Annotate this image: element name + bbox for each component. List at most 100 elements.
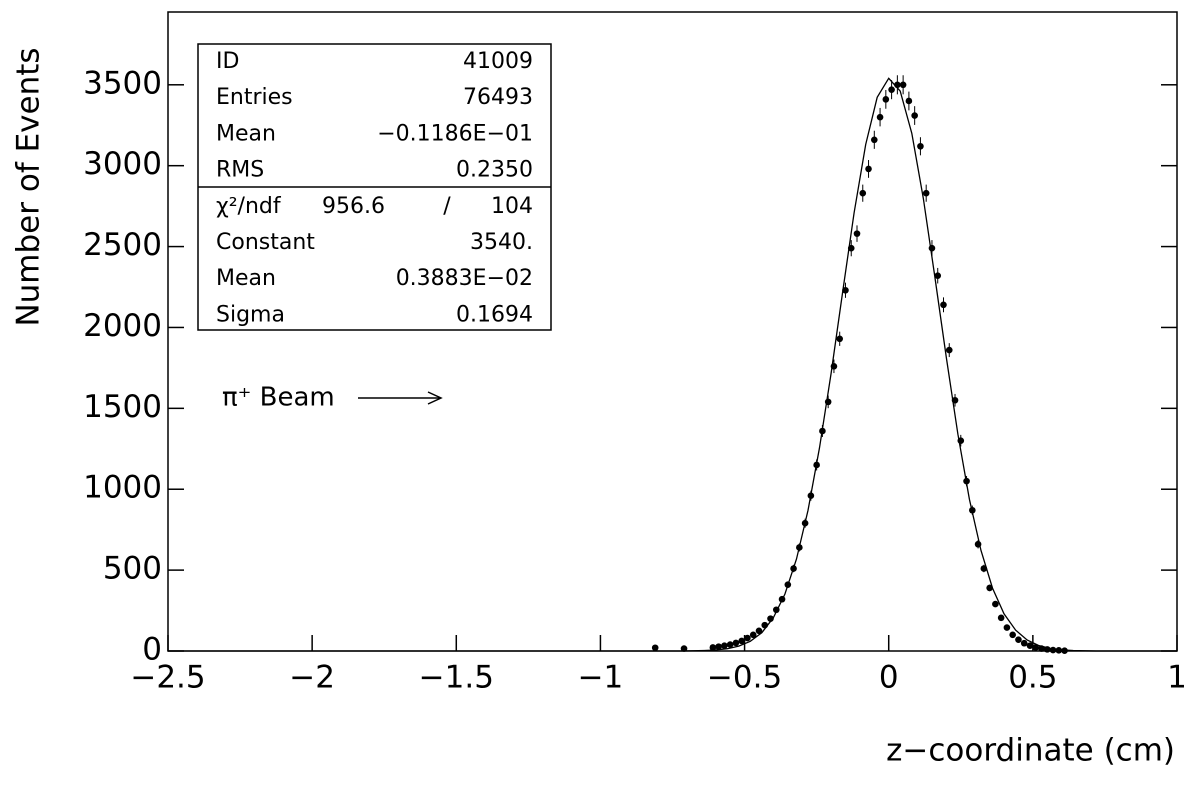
data-point	[1015, 636, 1022, 643]
data-point	[940, 301, 947, 309]
x-tick-label: −1	[578, 660, 624, 696]
data-point	[974, 540, 982, 548]
fit-curve	[168, 77, 1177, 652]
stat-label: Entries	[216, 85, 293, 110]
fit-stat-label: Mean	[216, 266, 276, 291]
data-point	[1055, 647, 1063, 654]
fit-stat-value: 0.3883E−02	[396, 266, 533, 291]
fit-stat-label: Constant	[216, 230, 315, 255]
data-point	[905, 97, 913, 105]
data-point	[888, 86, 895, 93]
fit-stat-value: 0.1694	[456, 302, 533, 327]
stat-label: ID	[216, 49, 239, 74]
y-tick-label: 2500	[83, 227, 162, 263]
x-tick-label: −2.5	[130, 660, 205, 696]
data-point	[784, 581, 792, 588]
data-point	[824, 398, 832, 406]
data-point	[842, 286, 849, 294]
stat-value: 76493	[463, 85, 533, 110]
stat-value: 41009	[463, 49, 533, 74]
data-point	[761, 621, 769, 629]
x-axis-label: z−coordinate (cm)	[886, 733, 1175, 769]
data-point	[1009, 631, 1016, 639]
y-tick-label: 3500	[83, 65, 162, 101]
data-point	[928, 244, 936, 252]
data-point	[847, 244, 855, 252]
data-point	[997, 614, 1005, 622]
x-tick-label: 1	[1167, 660, 1187, 696]
y-tick-label: 1500	[83, 389, 162, 425]
data-point	[709, 644, 717, 651]
arrow-head	[427, 391, 443, 405]
data-point	[801, 519, 809, 527]
data-point	[1061, 647, 1068, 654]
y-tick-label: 2000	[83, 308, 162, 344]
y-tick-label: 500	[103, 551, 162, 587]
fit-stat-value: 3540.	[470, 230, 533, 255]
data-point	[721, 642, 728, 649]
data-point	[830, 362, 838, 370]
data-point	[865, 165, 872, 173]
chi2-sep: /	[443, 194, 451, 219]
stat-label: RMS	[216, 158, 264, 183]
data-point	[1038, 645, 1045, 652]
x-tick-label: 0	[879, 660, 899, 696]
annotation-arrow	[358, 391, 443, 405]
y-tick-label: 0	[142, 632, 162, 668]
data-point	[1032, 644, 1040, 651]
data-point	[876, 113, 884, 121]
data-point	[778, 595, 786, 603]
chi2-value: 956.6	[322, 194, 385, 219]
x-tick-label: −1.5	[419, 660, 494, 696]
annotation: π⁺ Beam	[222, 383, 335, 413]
x-tick-label: −0.5	[707, 660, 782, 696]
data-point	[894, 81, 901, 89]
data-point	[922, 189, 930, 197]
data-point	[992, 600, 999, 608]
chi2-label: χ²/ndf	[216, 194, 282, 219]
stat-value: −0.1186E−01	[377, 121, 533, 146]
data-point	[963, 477, 970, 485]
data-point	[1043, 646, 1051, 653]
data-point	[859, 189, 867, 197]
data-point	[651, 644, 659, 652]
data-point	[1026, 642, 1034, 649]
data-point	[1003, 624, 1011, 631]
data-point	[871, 136, 878, 144]
data-point	[732, 639, 740, 647]
data-point	[1020, 639, 1028, 647]
x-tick-label: 0.5	[1008, 660, 1057, 696]
data-point	[899, 81, 907, 89]
stat-value: 0.2350	[456, 158, 533, 183]
fit-stat-label: Sigma	[216, 302, 285, 327]
data-point	[715, 643, 722, 650]
data-point	[738, 637, 745, 645]
y-axis-label: Number of Events	[11, 47, 47, 326]
y-tick-label: 3000	[83, 146, 162, 182]
data-point	[934, 272, 942, 279]
data-point	[744, 634, 751, 642]
data-point	[911, 112, 918, 119]
stat-label: Mean	[216, 121, 276, 146]
data-point	[957, 437, 965, 444]
x-tick-label: −2	[289, 660, 335, 696]
data-point	[772, 606, 780, 614]
data-point	[945, 346, 953, 354]
data-point	[755, 627, 763, 635]
data-point	[951, 396, 959, 404]
data-point	[807, 492, 815, 499]
data-point	[917, 142, 924, 150]
data-point	[882, 96, 890, 103]
data-point	[986, 584, 993, 592]
data-point	[980, 565, 988, 572]
y-tick-label: 1000	[83, 470, 162, 506]
data-point	[836, 335, 844, 343]
data-point	[680, 645, 688, 652]
data-point	[969, 506, 976, 514]
data-point	[853, 230, 861, 237]
data-point	[819, 427, 826, 435]
data-point	[813, 461, 820, 469]
chi2-ndf: 104	[491, 194, 533, 219]
